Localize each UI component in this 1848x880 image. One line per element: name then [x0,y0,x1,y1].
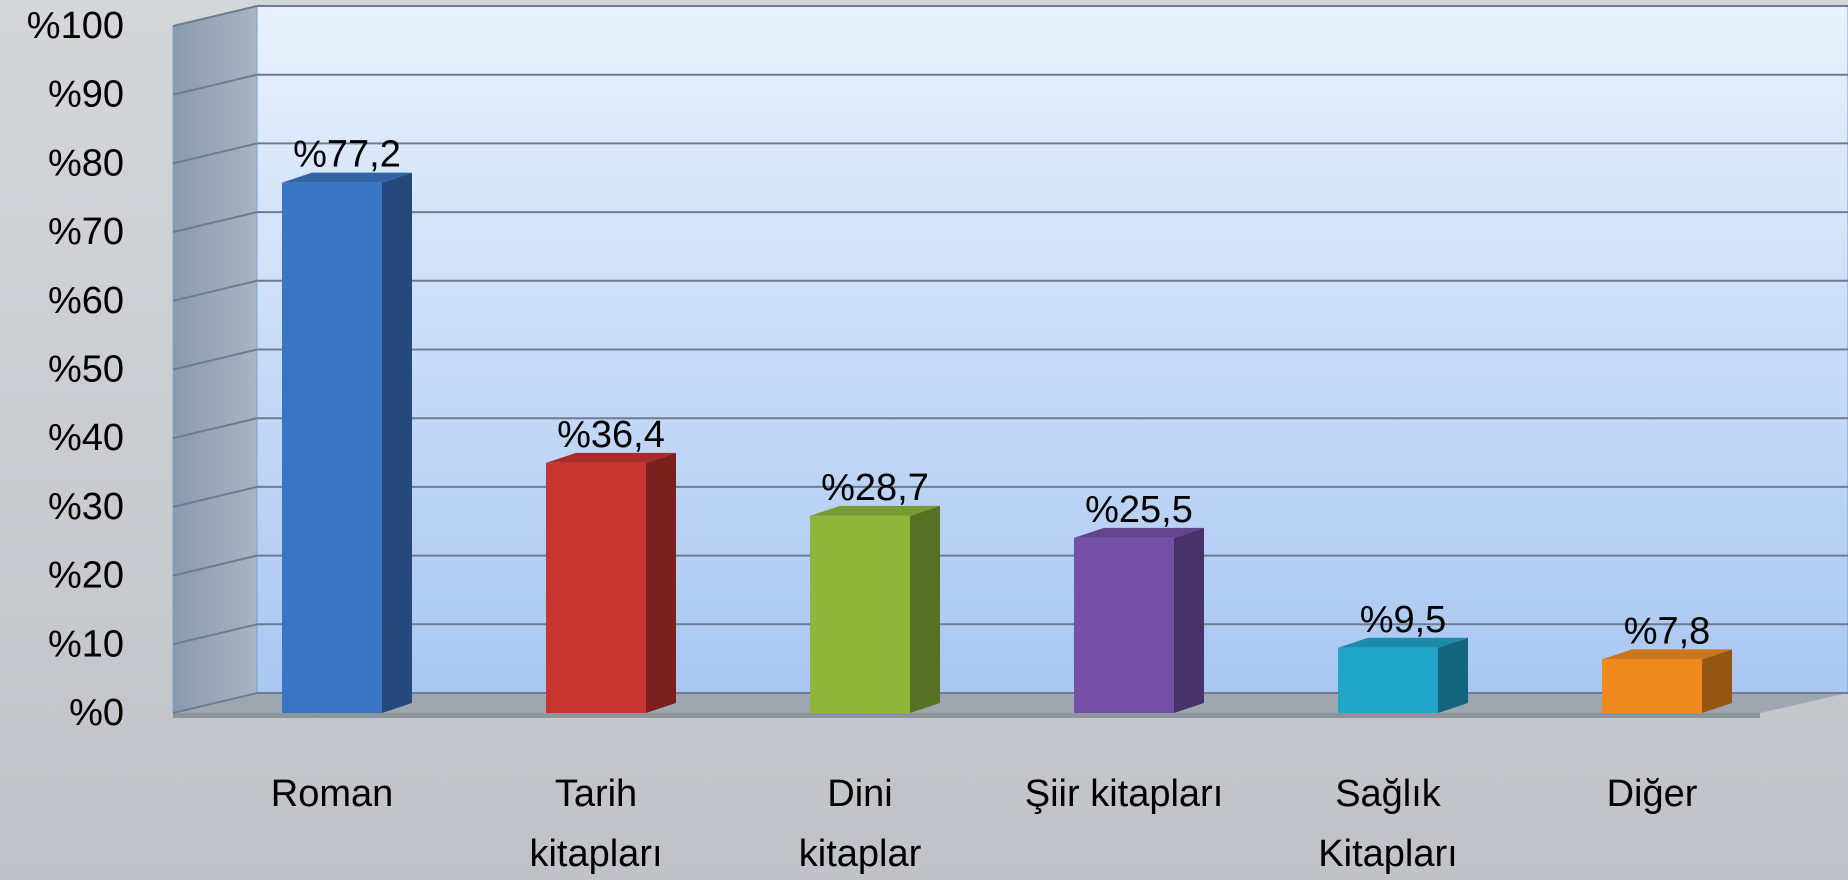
x-tick-label: Dini kitaplar [798,773,922,875]
grid-line-side [172,485,258,508]
bar-side [646,452,676,713]
grid-line-side [172,692,258,714]
bar [810,515,910,713]
floor-edge [173,713,1760,718]
bar-top [546,452,676,463]
value-label: %25,5 [1085,489,1193,531]
bar-side [910,505,940,713]
x-tick-label: Roman [270,773,394,815]
bar-top [282,172,412,183]
grid-line-side [172,554,258,577]
y-tick-label: %30 [48,486,124,528]
value-label: %28,7 [821,467,929,509]
bar-top [1338,637,1468,648]
x-tick-label: Sağlık Kitapları [1318,773,1458,875]
y-tick-label: %0 [69,692,124,734]
bar-side [1702,649,1732,713]
bar [1602,659,1702,713]
y-tick-label: %50 [48,349,124,391]
bar-top [1602,649,1732,660]
bar [1338,647,1438,713]
y-tick-label: %60 [48,280,124,322]
grid-line-side [172,279,258,302]
bar-side [382,172,412,714]
bar [1074,537,1174,713]
grid-line-side [172,417,258,440]
x-tick-label: Şiir kitapları [1024,773,1224,815]
y-tick-label: %10 [48,623,124,665]
y-tick-label: %100 [27,5,124,47]
floor [173,693,1848,713]
x-tick-label: Tarih kitapları [529,773,663,875]
bar [546,462,646,713]
grid-line-side [172,211,258,234]
y-tick-label: %90 [48,74,124,116]
value-label: %7,8 [1624,610,1711,652]
value-label: %9,5 [1360,599,1447,641]
grid-line-side [172,142,258,165]
x-tick-label: Diğer [1606,773,1698,815]
grid-line-side [172,348,258,371]
y-tick-label: %80 [48,142,124,184]
y-tick-label: %40 [48,417,124,459]
grid-line-side [172,5,258,27]
grid-line-side [172,73,258,96]
y-tick-label: %20 [48,555,124,597]
bar-side [1438,637,1468,713]
grid-line-side [172,623,258,646]
value-label: %36,4 [557,414,665,456]
bar-top [1074,527,1204,538]
bar-top [810,505,940,516]
y-tick-label: %70 [48,211,124,253]
bar [282,182,382,714]
value-label: %77,2 [293,134,401,176]
bar-side [1174,527,1204,713]
